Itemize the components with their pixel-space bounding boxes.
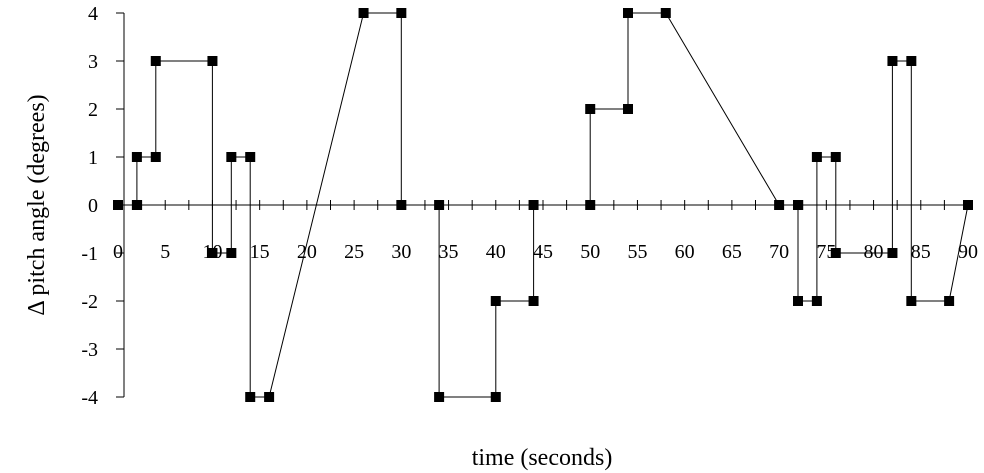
data-point xyxy=(264,392,275,402)
x-tick-label: 85 xyxy=(911,241,931,263)
x-tick-label: 25 xyxy=(344,241,364,263)
x-tick-label: 60 xyxy=(675,241,695,263)
x-tick-label: 80 xyxy=(864,241,884,263)
data-point xyxy=(226,152,237,162)
y-axis-title: Δ pitch angle (degrees) xyxy=(24,94,50,315)
data-point xyxy=(811,152,822,162)
data-point xyxy=(660,8,671,18)
data-point xyxy=(793,296,803,306)
data-point xyxy=(131,152,142,162)
data-markers xyxy=(113,8,973,402)
data-point xyxy=(490,392,501,402)
y-tick-label: 3 xyxy=(88,51,98,73)
data-point xyxy=(528,200,539,210)
data-point xyxy=(830,152,841,162)
y-tick-label: -4 xyxy=(81,387,98,409)
x-tick-label: 35 xyxy=(439,241,459,263)
data-point xyxy=(150,56,161,66)
x-axis-title: time (seconds) xyxy=(472,445,613,471)
data-point xyxy=(811,296,822,306)
data-point xyxy=(358,8,369,18)
data-point xyxy=(887,56,898,66)
data-point xyxy=(434,392,445,402)
x-tick-label: 40 xyxy=(486,241,506,263)
x-tick-label: 50 xyxy=(580,241,600,263)
y-tick-label: -1 xyxy=(81,243,98,265)
x-tick-label: 70 xyxy=(769,241,789,263)
data-point xyxy=(150,152,161,162)
data-point xyxy=(623,8,633,18)
data-point xyxy=(585,200,596,210)
x-tick-label: 55 xyxy=(627,241,647,263)
data-point xyxy=(207,56,218,66)
y-tick-label: 1 xyxy=(88,147,98,169)
data-point xyxy=(830,248,841,258)
data-point xyxy=(623,104,633,114)
data-point xyxy=(113,200,123,210)
data-point xyxy=(396,8,407,18)
y-tick-label: -3 xyxy=(81,339,98,361)
y-tick-label: 4 xyxy=(88,3,98,25)
data-point xyxy=(906,296,917,306)
x-tick-label: 45 xyxy=(533,241,553,263)
data-point xyxy=(245,392,256,402)
x-tick-label: 65 xyxy=(722,241,742,263)
data-point xyxy=(131,200,142,210)
data-point xyxy=(585,104,596,114)
data-point xyxy=(887,248,898,258)
data-point xyxy=(490,296,501,306)
x-tick-label: 30 xyxy=(391,241,411,263)
x-tick-label: 20 xyxy=(297,241,317,263)
y-tick-label: -2 xyxy=(81,291,98,313)
data-point xyxy=(963,200,973,210)
data-point xyxy=(944,296,955,306)
x-tick-label: 15 xyxy=(250,241,270,263)
x-tick-label: 5 xyxy=(160,241,170,263)
data-point xyxy=(207,248,218,258)
data-point xyxy=(396,200,407,210)
y-tick-label: 2 xyxy=(88,99,98,121)
data-point xyxy=(906,56,917,66)
data-point xyxy=(774,200,785,210)
data-point xyxy=(245,152,256,162)
data-point xyxy=(528,296,539,306)
axes: -4-3-2-101234051015202530354045505560657… xyxy=(81,3,978,409)
x-tick-label: 0 xyxy=(113,241,123,263)
data-point xyxy=(793,200,803,210)
data-point xyxy=(226,248,237,258)
x-tick-label: 90 xyxy=(958,241,978,263)
y-tick-label: 0 xyxy=(88,195,98,217)
data-point xyxy=(434,200,445,210)
